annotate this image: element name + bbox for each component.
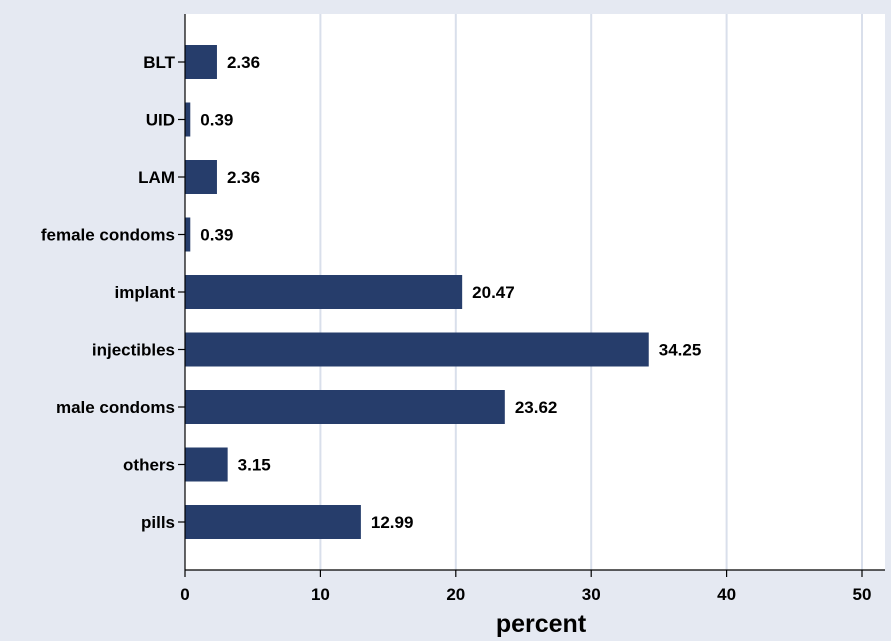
bar [185, 332, 649, 367]
bar [185, 217, 191, 252]
x-tick-label: 20 [446, 585, 465, 604]
bars [185, 45, 649, 539]
bar [185, 447, 228, 482]
x-axis-title: percent [496, 610, 587, 638]
bar-value-label: 3.15 [238, 456, 271, 475]
bar [185, 45, 217, 79]
bar-value-label: 0.39 [200, 226, 233, 245]
category-label: BLT [143, 53, 175, 72]
category-label: implant [115, 283, 176, 302]
x-tick-label: 10 [311, 585, 330, 604]
bar-value-label: 34.25 [659, 341, 702, 360]
bar [185, 505, 361, 539]
bar [185, 390, 505, 424]
bar-value-label: 20.47 [472, 283, 515, 302]
x-tick-label: 0 [180, 585, 189, 604]
x-tick-label: 40 [717, 585, 736, 604]
x-ticks: 0 10 20 30 40 50 [180, 570, 871, 604]
bar-value-label: 2.36 [227, 168, 260, 187]
category-label: female condoms [41, 226, 175, 245]
category-label: injectibles [92, 341, 175, 360]
bar-value-label: 0.39 [200, 111, 233, 130]
bar-value-label: 12.99 [371, 513, 414, 532]
category-label: male condoms [56, 398, 175, 417]
category-labels: BLT UID LAM female condoms implant injectible… [41, 53, 185, 532]
bar [185, 160, 217, 194]
category-label: UID [146, 111, 175, 130]
bar-value-label: 2.36 [227, 53, 260, 72]
x-tick-label: 50 [853, 585, 872, 604]
category-label: others [123, 456, 175, 475]
category-label: LAM [138, 168, 175, 187]
category-label: pills [141, 513, 175, 532]
bar [185, 102, 191, 137]
x-tick-label: 30 [582, 585, 601, 604]
axes [184, 14, 885, 571]
bar-value-label: 23.62 [515, 398, 558, 417]
value-labels: 2.36 0.39 2.36 0.39 20.47 34.25 23.62 3.15 12.99 [200, 53, 701, 532]
bar [185, 275, 463, 309]
